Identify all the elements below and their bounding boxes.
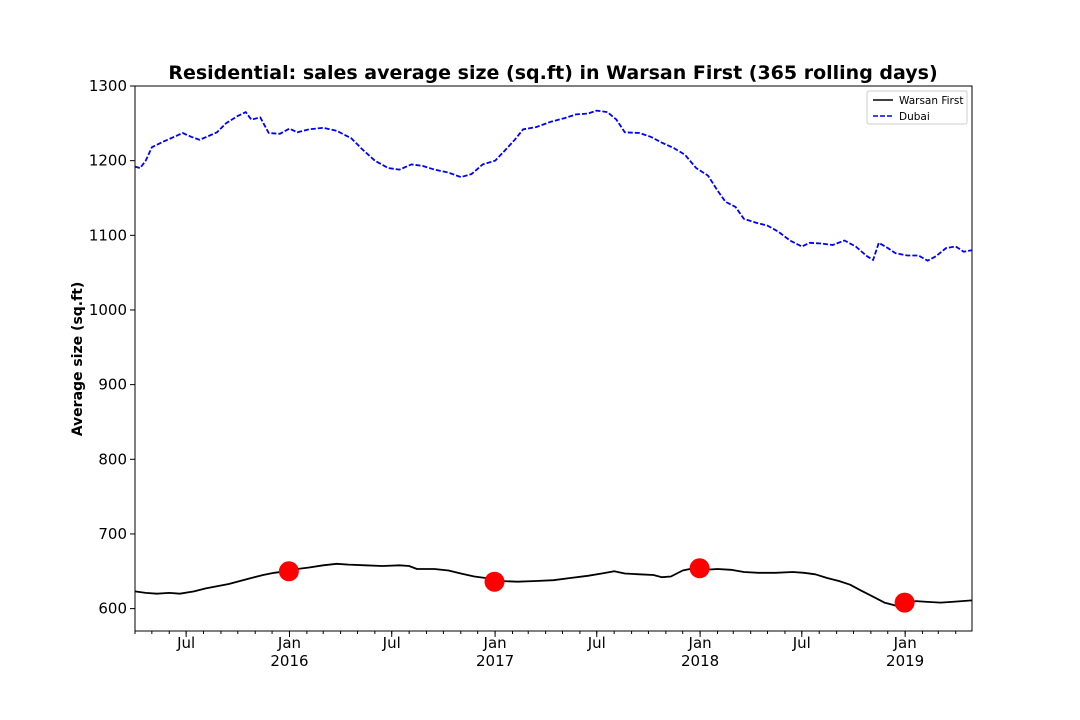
series-layer [134, 109, 973, 607]
x-tick-label: Jan [893, 634, 917, 652]
x-tick-year-label: 2016 [270, 652, 308, 670]
y-tick-label: 1100 [89, 226, 127, 244]
x-tick-year-label: 2017 [476, 652, 514, 670]
marker-point [278, 561, 299, 582]
y-tick-label: 1300 [89, 77, 127, 95]
legend-label-warsan-first: Warsan First [899, 95, 963, 107]
x-tick-label: Jul [792, 634, 811, 652]
y-tick-label: 700 [98, 525, 127, 543]
y-axis: 600 700 800 900 1000 1100 1200 1300 [89, 77, 135, 618]
x-tick-year-label: 2019 [886, 652, 924, 670]
y-axis-label: Average size (sq.ft) [70, 282, 86, 437]
plot-frame [134, 85, 973, 632]
marker-point [689, 558, 710, 579]
y-tick-label: 600 [98, 600, 127, 618]
y-tick-label: 800 [98, 450, 127, 468]
y-tick-label: 900 [98, 376, 127, 394]
x-tick-year-label: 2018 [681, 652, 719, 670]
legend-label-dubai: Dubai [899, 111, 930, 123]
x-tick-label: Jul [587, 634, 606, 652]
marker-layer [278, 558, 915, 613]
x-tick-label: Jan [688, 634, 712, 652]
legend: Warsan First Dubai [866, 90, 968, 125]
series-line-dubai [134, 109, 973, 262]
chart-title: Residential: sales average size (sq.ft) … [168, 62, 937, 84]
x-tick-label: Jul [176, 634, 195, 652]
y-tick-label: 1000 [89, 301, 127, 319]
x-tick-label: Jan [483, 634, 507, 652]
marker-point [894, 592, 915, 613]
x-tick-label: Jul [382, 634, 401, 652]
y-tick-label: 1200 [89, 152, 127, 170]
x-tick-label: Jan [277, 634, 301, 652]
marker-point [484, 571, 505, 592]
series-line-warsan-first [134, 562, 973, 607]
